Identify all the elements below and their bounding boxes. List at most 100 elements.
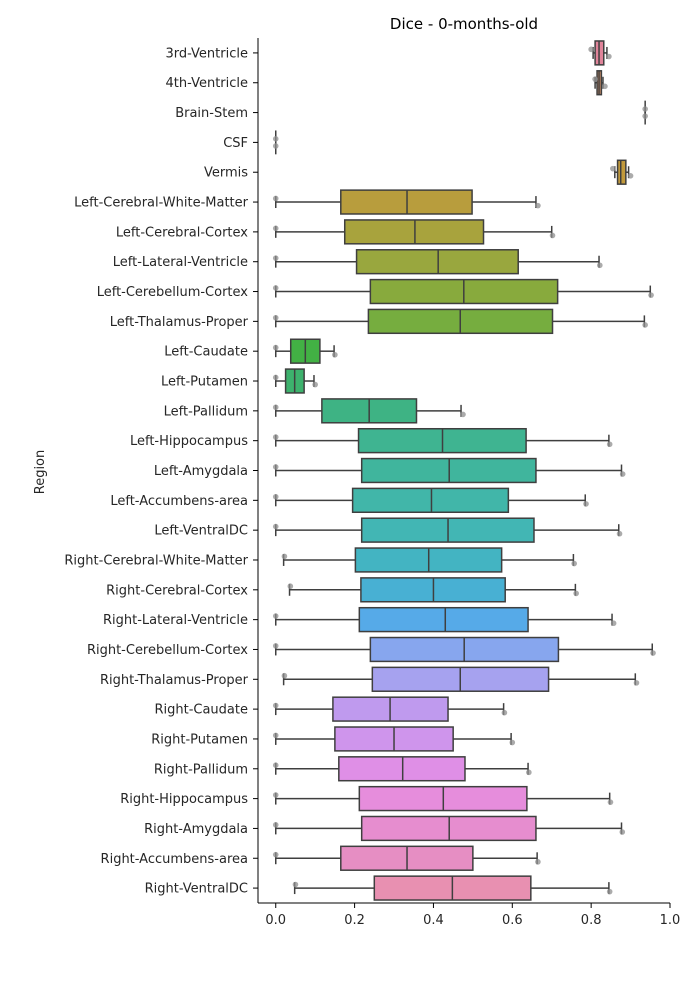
data-point — [526, 769, 532, 776]
y-tick-label: CSF — [223, 136, 248, 151]
data-point — [633, 680, 640, 686]
y-tick-label: 4th-Ventricle — [166, 76, 248, 91]
box-27 — [272, 815, 626, 842]
box-28 — [272, 845, 541, 871]
data-point — [272, 822, 279, 828]
data-point — [272, 493, 279, 500]
data-point — [610, 165, 616, 172]
y-tick-label: Right-Cerebral-Cortex — [106, 583, 248, 598]
data-point — [272, 851, 279, 858]
data-point — [272, 314, 279, 321]
data-point — [312, 381, 318, 388]
box-24 — [272, 726, 516, 752]
box-8 — [272, 249, 603, 275]
data-point — [272, 136, 279, 142]
y-tick-label: Brain-Stem — [175, 106, 248, 121]
data-point — [619, 829, 626, 835]
box-22 — [281, 666, 640, 692]
box-iqr — [616, 159, 627, 185]
x-tick-label: 0.4 — [423, 913, 444, 928]
data-point — [619, 471, 626, 477]
plot-area — [272, 40, 656, 901]
data-point — [272, 255, 279, 261]
box-20 — [272, 606, 617, 633]
data-point — [272, 285, 279, 291]
data-point — [272, 195, 279, 202]
y-tick-label: Left-Putamen — [161, 375, 248, 390]
data-point — [272, 762, 279, 768]
data-point — [509, 739, 516, 746]
box-iqr — [343, 219, 485, 245]
data-point — [549, 232, 556, 239]
data-point — [272, 792, 279, 798]
data-point — [627, 173, 634, 179]
data-point — [573, 590, 579, 597]
y-tick-label: Left-Cerebellum-Cortex — [97, 285, 249, 300]
y-tick-label: Right-Cerebellum-Cortex — [87, 643, 248, 658]
x-tick-label: 0.8 — [581, 913, 602, 928]
box-14 — [272, 427, 613, 454]
data-point — [281, 553, 288, 560]
data-point — [281, 672, 288, 679]
data-point — [535, 202, 541, 209]
y-tick-label: Right-Amygdala — [144, 822, 248, 837]
data-point — [272, 732, 279, 739]
data-point — [460, 411, 466, 418]
data-point — [272, 344, 279, 351]
data-point — [272, 143, 279, 149]
chart-title: Dice - 0-months-old — [390, 15, 538, 33]
box-11 — [272, 338, 338, 364]
y-tick-label: Left-Accumbens-area — [110, 494, 248, 509]
data-point — [332, 351, 338, 358]
data-point — [607, 799, 614, 805]
y-axis: 3rd-Ventricle 4th-Ventricle Brain-Stem CSF V… — [64, 38, 259, 903]
data-point — [535, 859, 541, 865]
y-tick-label: Left-Lateral-Ventricle — [113, 255, 248, 270]
box-26 — [272, 785, 614, 812]
data-point — [272, 225, 279, 232]
box-3 — [642, 100, 648, 125]
data-point — [606, 441, 613, 448]
y-tick-label: Left-Pallidum — [164, 404, 248, 419]
y-tick-label: Left-Amygdala — [154, 464, 248, 479]
data-point — [287, 583, 294, 590]
box-10 — [272, 308, 648, 335]
data-point — [583, 501, 589, 507]
y-tick-label: Right-VentralDC — [145, 882, 248, 897]
box-6 — [272, 189, 541, 215]
x-tick-label: 0.6 — [502, 913, 523, 928]
box-19 — [287, 577, 579, 603]
box-7 — [272, 219, 556, 245]
box-13 — [272, 398, 466, 424]
y-tick-label: Left-Thalamus-Proper — [110, 315, 249, 330]
data-point — [610, 620, 617, 627]
box-21 — [272, 636, 656, 663]
x-axis: 0.0 0.2 0.4 0.6 0.8 1.0 — [258, 902, 680, 928]
data-point — [272, 374, 279, 381]
data-point — [642, 113, 648, 119]
x-tick-label: 0.2 — [344, 913, 365, 928]
data-point — [650, 650, 656, 656]
box-2 — [592, 70, 608, 96]
data-point — [606, 888, 613, 895]
data-point — [616, 530, 623, 537]
data-point — [501, 709, 508, 716]
box-iqr — [338, 756, 466, 782]
box-5 — [610, 159, 634, 185]
y-tick-label: Right-Pallidum — [154, 762, 248, 777]
data-point — [602, 83, 608, 90]
box-16 — [272, 487, 589, 514]
y-tick-label: 3rd-Ventricle — [165, 46, 248, 61]
box-25 — [272, 756, 532, 782]
box-15 — [272, 457, 626, 484]
data-point — [648, 292, 654, 298]
data-point — [272, 523, 279, 530]
data-point — [592, 76, 598, 82]
y-tick-label: Left-Cerebral-White-Matter — [74, 196, 248, 211]
y-tick-label: Left-Hippocampus — [130, 434, 248, 449]
box-9 — [272, 278, 654, 305]
data-point — [588, 46, 594, 53]
data-point — [272, 702, 279, 709]
x-tick-label: 0.0 — [265, 913, 286, 928]
data-point — [272, 613, 279, 619]
